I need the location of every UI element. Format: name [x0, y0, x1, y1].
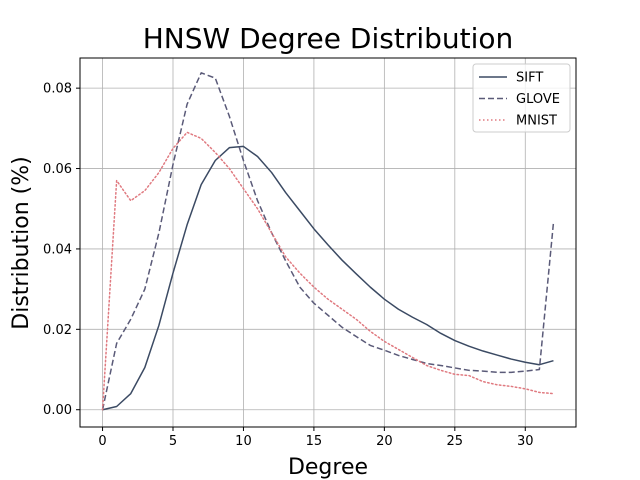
chart-title: HNSW Degree Distribution [143, 22, 514, 55]
x-tick-label: 5 [169, 434, 177, 449]
y-tick-label: 0.04 [43, 242, 72, 257]
grid-lines [80, 58, 576, 427]
x-axis-label: Degree [288, 455, 368, 480]
series-line-sift [102, 145, 554, 411]
y-tick-label: 0.08 [43, 82, 72, 97]
series-lines [101, 72, 555, 411]
x-tick-label: 30 [517, 434, 534, 449]
legend-label-sift: SIFT [516, 71, 543, 86]
legend: SIFT GLOVE MNIST [472, 63, 571, 133]
y-axis-label: Distribution (%) [9, 156, 34, 329]
legend-label-mnist: MNIST [516, 114, 557, 129]
x-tick-label: 25 [447, 434, 464, 449]
y-tick-label: 0.06 [43, 162, 72, 177]
plot-frame [79, 57, 577, 428]
legend-box [472, 63, 571, 133]
x-tick-label: 15 [306, 434, 323, 449]
x-tick-label: 0 [98, 434, 106, 449]
x-tick-label: 20 [376, 434, 393, 449]
axis-ticks: 0 5 10 15 20 25 30 0.00 0.02 0.04 0.06 0.08 [43, 82, 533, 449]
series-line-mnist [101, 131, 555, 411]
y-tick-label: 0.00 [43, 403, 72, 418]
series-line-glove [101, 72, 555, 410]
x-tick-label: 10 [235, 434, 252, 449]
legend-label-glove: GLOVE [516, 92, 560, 107]
y-tick-label: 0.02 [43, 323, 72, 338]
